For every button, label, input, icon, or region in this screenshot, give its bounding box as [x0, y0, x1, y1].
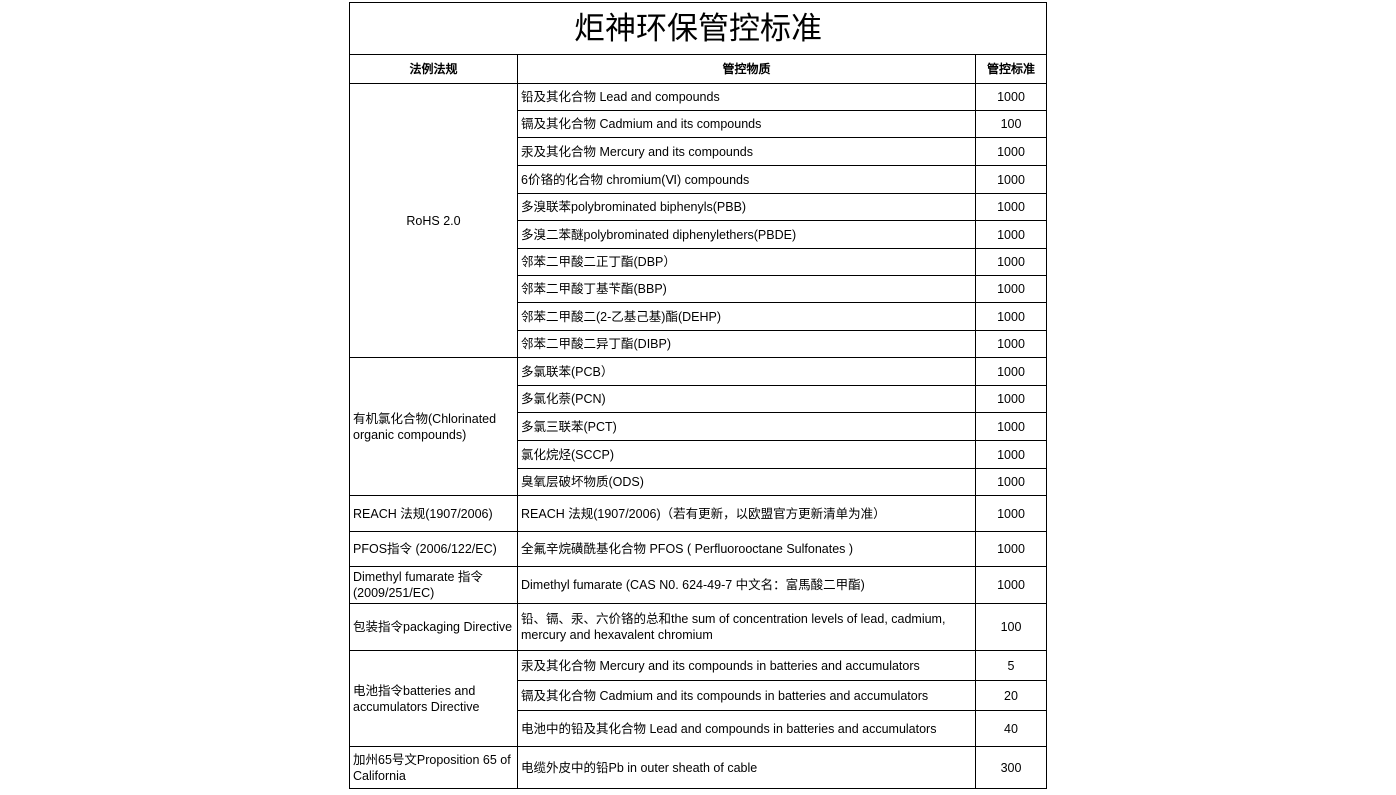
limit-cell: 1000: [975, 248, 1047, 276]
limit-cell: 1000: [975, 531, 1047, 567]
substance-cell: 多氯化萘(PCN): [517, 385, 976, 413]
substance-cell: REACH 法规(1907/2006)（若有更新，以欧盟官方更新清单为准）: [517, 495, 976, 532]
regulation-cell: 包装指令packaging Directive: [349, 603, 518, 651]
header-substance: 管控物质: [517, 54, 976, 84]
regulation-cell: 有机氯化合物(Chlorinated organic compounds): [349, 357, 518, 496]
table-row: Dimethyl fumarate 指令(2009/251/EC) Dimethy…: [349, 566, 1047, 604]
page-title: 炬神环保管控标准: [349, 2, 1047, 55]
substance-cell: Dimethyl fumarate (CAS N0. 624-49-7 中文名：…: [517, 566, 976, 604]
limit-cell: 1000: [975, 412, 1047, 441]
substance-cell: 汞及其化合物 Mercury and its compounds: [517, 137, 976, 166]
limit-cell: 1000: [975, 220, 1047, 249]
substance-cell: 多溴二苯醚polybrominated diphenylethers(PBDE): [517, 220, 976, 249]
regulation-cell: 电池指令batteries and accumulators Directive: [349, 650, 518, 747]
substance-cell: 铅及其化合物 Lead and compounds: [517, 83, 976, 111]
limit-cell: 20: [975, 680, 1047, 711]
limit-cell: 1000: [975, 440, 1047, 469]
table-row: 臭氧层破坏物质(ODS) 1000: [350, 468, 1047, 496]
substance-cell: 镉及其化合物 Cadmium and its compounds in batt…: [517, 680, 976, 711]
regulation-cell: 加州65号文Proposition 65 of California: [349, 746, 518, 789]
substance-cell: 铅、镉、汞、六价铬的总和the sum of concentration lev…: [517, 603, 976, 651]
substance-cell: 镉及其化合物 Cadmium and its compounds: [517, 110, 976, 138]
limit-cell: 1000: [975, 193, 1047, 221]
table-row: 6价铬的化合物 chromium(Ⅵ) compounds 1000: [350, 165, 1047, 194]
substance-cell: 多氯联苯(PCB）: [517, 357, 976, 386]
substance-cell: 电缆外皮中的铅Pb in outer sheath of cable: [517, 746, 976, 789]
header-limit: 管控标准: [975, 54, 1047, 84]
table-row: 电池中的铅及其化合物 Lead and compounds in batteri…: [350, 710, 1047, 747]
limit-cell: 5: [975, 650, 1047, 681]
limit-cell: 1000: [975, 357, 1047, 386]
table-row: 邻苯二甲酸二(2-乙基己基)酯(DEHP) 1000: [350, 302, 1047, 331]
table-row: 包装指令packaging Directive 铅、镉、汞、六价铬的总和the s…: [349, 603, 1047, 651]
table-row: 电池指令batteries and accumulators Directive…: [349, 650, 1047, 747]
limit-cell: 300: [975, 746, 1047, 789]
substance-cell: 邻苯二甲酸二(2-乙基己基)酯(DEHP): [517, 302, 976, 331]
limit-cell: 1000: [975, 302, 1047, 331]
substance-cell: 多溴联苯polybrominated biphenyls(PBB): [517, 193, 976, 221]
regulation-cell: Dimethyl fumarate 指令(2009/251/EC): [349, 566, 518, 604]
table-row: 有机氯化合物(Chlorinated organic compounds) 多氯联…: [349, 357, 1047, 496]
limit-cell: 1000: [975, 495, 1047, 532]
table-row: 加州65号文Proposition 65 of California 电缆外皮中的…: [349, 746, 1047, 789]
substance-cell: 多氯三联苯(PCT): [517, 412, 976, 441]
table-row: 多溴二苯醚polybrominated diphenylethers(PBDE)…: [350, 220, 1047, 249]
regulation-cell: RoHS 2.0: [349, 83, 518, 358]
standards-table: 炬神环保管控标准 法例法规 管控物质 管控标准 RoHS 2.0 铅及其化合物 L…: [349, 2, 1047, 789]
limit-cell: 1000: [975, 566, 1047, 604]
substance-cell: 邻苯二甲酸二正丁酯(DBP）: [517, 248, 976, 276]
substance-cell: 臭氧层破坏物质(ODS): [517, 468, 976, 496]
table-row: 镉及其化合物 Cadmium and its compounds in batt…: [350, 680, 1047, 711]
table-row: REACH 法规(1907/2006) REACH 法规(1907/2006)（若…: [349, 495, 1047, 532]
regulation-cell: PFOS指令 (2006/122/EC): [349, 531, 518, 567]
limit-cell: 1000: [975, 468, 1047, 496]
limit-cell: 100: [975, 110, 1047, 138]
substance-cell: 全氟辛烷磺酰基化合物 PFOS ( Perfluorooctane Sulfon…: [517, 531, 976, 567]
substance-cell: 氯化烷烃(SCCP): [517, 440, 976, 469]
table-row: 邻苯二甲酸丁基苄酯(BBP) 1000: [350, 275, 1047, 303]
substance-cell: 6价铬的化合物 chromium(Ⅵ) compounds: [517, 165, 976, 194]
table-row: 邻苯二甲酸二异丁酯(DIBP) 1000: [350, 330, 1047, 358]
table-row: RoHS 2.0 铅及其化合物 Lead and compounds 1000: [349, 83, 1047, 358]
limit-cell: 100: [975, 603, 1047, 651]
table-row: 多溴联苯polybrominated biphenyls(PBB) 1000: [350, 193, 1047, 221]
table-row: 邻苯二甲酸二正丁酯(DBP） 1000: [350, 248, 1047, 276]
substance-cell: 邻苯二甲酸丁基苄酯(BBP): [517, 275, 976, 303]
limit-cell: 1000: [975, 165, 1047, 194]
table-row: 镉及其化合物 Cadmium and its compounds 100: [350, 110, 1047, 138]
limit-cell: 1000: [975, 137, 1047, 166]
limit-cell: 1000: [975, 385, 1047, 413]
substance-cell: 汞及其化合物 Mercury and its compounds in batt…: [517, 650, 976, 681]
limit-cell: 40: [975, 710, 1047, 747]
substance-cell: 电池中的铅及其化合物 Lead and compounds in batteri…: [517, 710, 976, 747]
limit-cell: 1000: [975, 275, 1047, 303]
limit-cell: 1000: [975, 83, 1047, 111]
substance-cell: 邻苯二甲酸二异丁酯(DIBP): [517, 330, 976, 358]
limit-cell: 1000: [975, 330, 1047, 358]
header-regulation: 法例法规: [349, 54, 518, 84]
regulation-cell: REACH 法规(1907/2006): [349, 495, 518, 532]
table-row: PFOS指令 (2006/122/EC) 全氟辛烷磺酰基化合物 PFOS ( Pe…: [349, 531, 1047, 567]
table-body: RoHS 2.0 铅及其化合物 Lead and compounds 1000 镉及其…: [349, 83, 1047, 789]
table-row: 多氯三联苯(PCT) 1000: [350, 412, 1047, 441]
